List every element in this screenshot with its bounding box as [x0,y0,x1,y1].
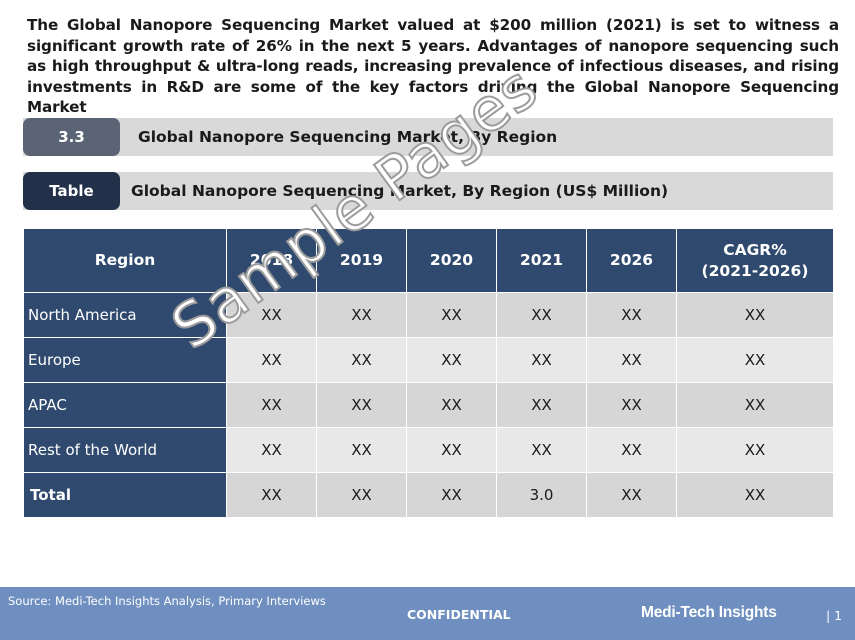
table-cell: XX [496,292,587,338]
table-cell: XX [586,382,677,428]
table-cell: XX [676,472,834,518]
table-cell: 3.0 [496,472,587,518]
table-cell: XX [496,427,587,473]
footer-bar: Source: Medi-Tech Insights Analysis, Pri… [0,587,855,640]
table-cell: XX [316,472,407,518]
table-cell: XX [586,337,677,383]
section-number-tag: 3.3 [23,118,120,156]
header-2026: 2026 [586,228,677,293]
row-label: North America [23,292,227,338]
header-2018: 2018 [226,228,317,293]
intro-paragraph: The Global Nanopore Sequencing Market va… [27,16,839,116]
table-cell: XX [406,382,497,428]
table-cell: XX [406,292,497,338]
table-row: Rest of the World XX XX XX XX XX XX [23,427,834,473]
table-cell: XX [676,382,834,428]
table-row: APAC XX XX XX XX XX XX [23,382,834,428]
footer-source: Source: Medi-Tech Insights Analysis, Pri… [8,594,326,608]
table-caption-bar: Table Global Nanopore Sequencing Market,… [23,172,833,210]
table-cell: XX [586,427,677,473]
table-cell: XX [406,337,497,383]
table-row: North America XX XX XX XX XX XX [23,292,834,338]
table-cell: XX [316,292,407,338]
header-cagr-label: CAGR% [723,240,787,259]
row-label-total: Total [23,472,227,518]
table-cell: XX [316,382,407,428]
brand-logo: Medi-Tech Insights [641,604,777,621]
row-label: Europe [23,337,227,383]
footer-confidential: CONFIDENTIAL [407,607,511,622]
table-cell: XX [406,427,497,473]
table-cell: XX [226,337,317,383]
table-cell: XX [406,472,497,518]
header-2021: 2021 [496,228,587,293]
table-cell: XX [496,337,587,383]
header-2019: 2019 [316,228,407,293]
table-cell: XX [316,337,407,383]
table-cell: XX [676,427,834,473]
header-region: Region [23,228,227,293]
table-header-row: Region 2018 2019 2020 2021 2026 CAGR% (20… [23,228,834,293]
table-cell: XX [586,292,677,338]
table-cell: XX [226,472,317,518]
header-2020: 2020 [406,228,497,293]
row-label: Rest of the World [23,427,227,473]
row-label: APAC [23,382,227,428]
table-label-tag: Table [23,172,120,210]
table-cell: XX [226,292,317,338]
section-title: Global Nanopore Sequencing Market, By Re… [138,128,558,146]
table-cell: XX [226,382,317,428]
region-market-table: Region 2018 2019 2020 2021 2026 CAGR% (20… [23,228,834,518]
table-caption-title: Global Nanopore Sequencing Market, By Re… [131,182,669,200]
table-total-row: Total XX XX XX 3.0 XX XX [23,472,834,518]
header-cagr-period: (2021-2026) [701,261,809,280]
table-cell: XX [586,472,677,518]
table-row: Europe XX XX XX XX XX XX [23,337,834,383]
table-cell: XX [316,427,407,473]
page-number: | 1 [826,608,843,623]
header-cagr: CAGR% (2021-2026) [676,228,834,293]
table-cell: XX [226,427,317,473]
section-header-bar: 3.3 Global Nanopore Sequencing Market, B… [23,118,833,156]
table-cell: XX [676,337,834,383]
table-cell: XX [676,292,834,338]
table-cell: XX [496,382,587,428]
